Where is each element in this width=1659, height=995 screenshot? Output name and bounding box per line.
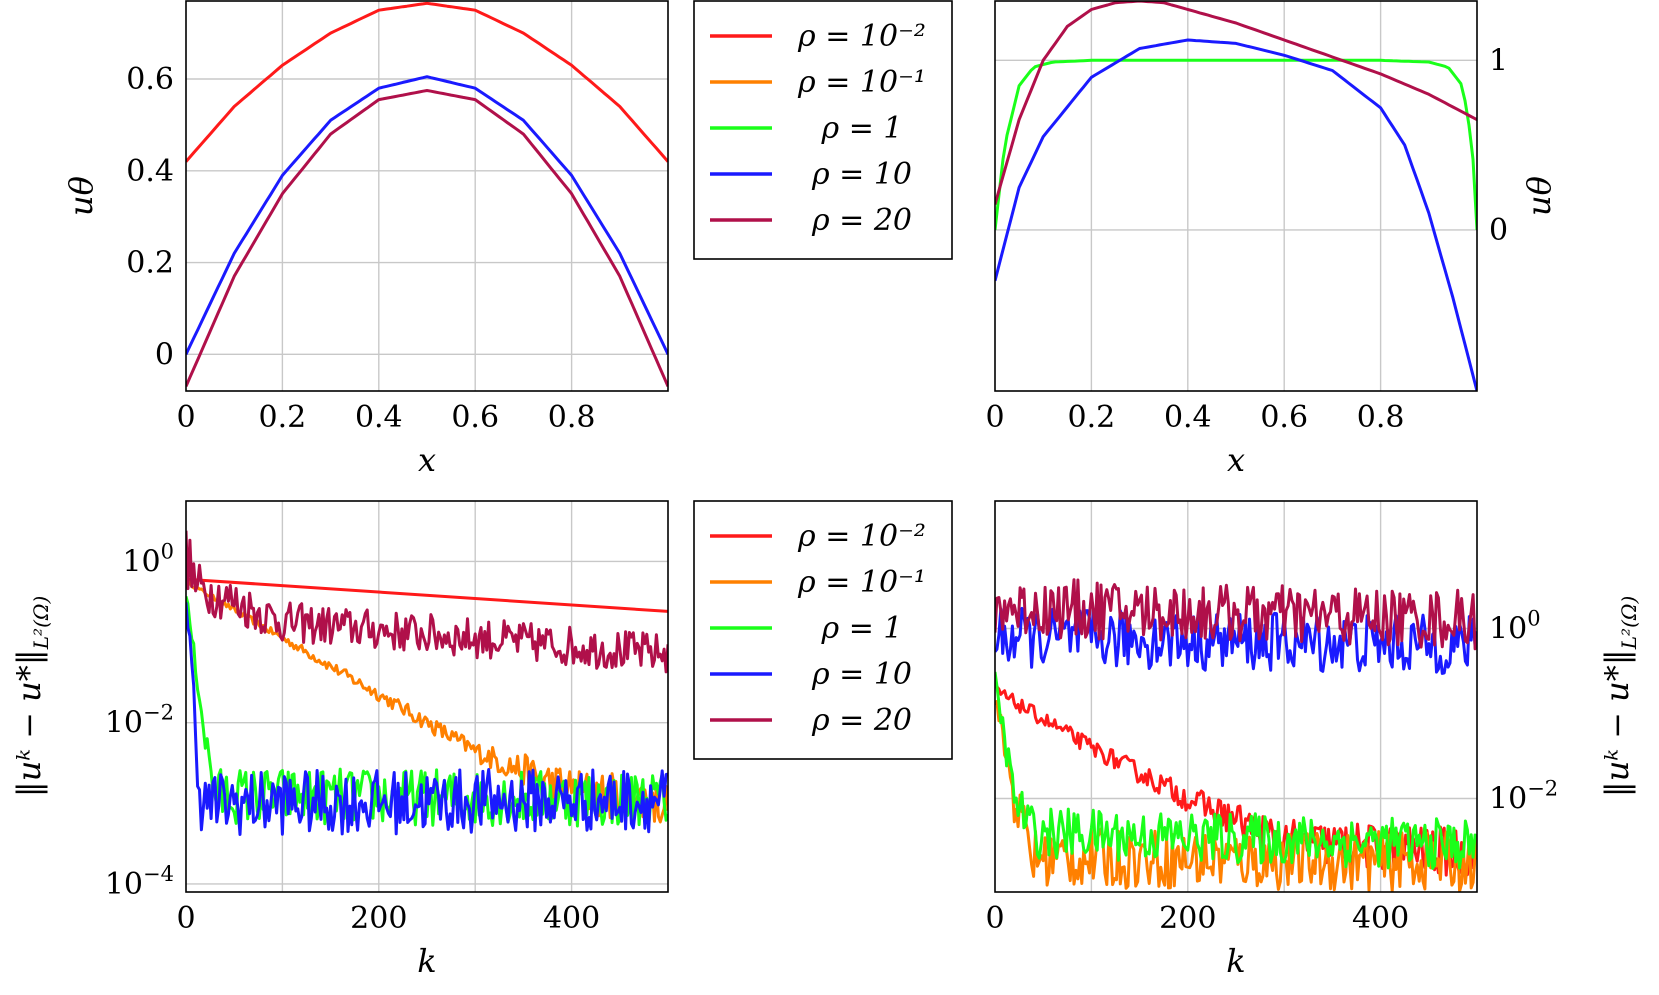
y-tick-label: 0	[1489, 213, 1508, 248]
y-tick-label: 0.2	[126, 246, 174, 281]
legend-label-r10: ρ = 10	[811, 157, 912, 192]
x-tick-label: 0	[176, 901, 195, 936]
series-line-r20	[995, 1, 1477, 205]
x-tick-label: 0.6	[451, 400, 499, 435]
panel-bottom-right: 0 200 400 k 100 10−2 ‖uᵏ − u*‖L²(Ω)	[985, 500, 1641, 980]
y-axis-label: ‖uᵏ − u*‖L²(Ω)	[1598, 596, 1641, 798]
y-tick-label: 10−2	[1489, 777, 1558, 817]
x-axis-label: x	[1227, 441, 1245, 479]
series-line-r20	[995, 578, 1477, 651]
x-tick-label: 0.8	[548, 400, 596, 435]
series-line-r10	[186, 602, 668, 836]
x-tick-label: 0.4	[1164, 400, 1212, 435]
x-tick-label: 0.2	[1068, 400, 1116, 435]
legend-box	[693, 0, 953, 260]
y-tick-label: 10−4	[105, 862, 174, 902]
x-tick-label: 0	[985, 400, 1004, 435]
x-tick-label: 400	[543, 901, 600, 936]
legend-label-r20: ρ = 20	[811, 703, 912, 738]
y-axis-label: uθ	[1520, 176, 1558, 216]
legend-label-r10: ρ = 10	[811, 657, 912, 692]
x-tick-label: 0	[176, 400, 195, 435]
series-line-r001	[186, 1, 668, 163]
panel-bottom-left: 0 200 400 k 100 10−2 10−4 ‖uᵏ − u*‖L²(Ω)	[10, 500, 669, 980]
legend-box	[693, 500, 953, 760]
series-line-r1	[995, 671, 1477, 870]
panel-top-left: 0 0.2 0.4 0.6 0.8 x 0 0.2 0.4 0.6 uθ	[62, 0, 669, 479]
legend-label-r01: ρ = 10⁻¹	[797, 565, 926, 600]
y-tick-label: 100	[1489, 607, 1541, 647]
y-tick-label: 0.6	[126, 62, 174, 97]
series-line-r001	[186, 577, 668, 613]
panel-top-right: 0 0.2 0.4 0.6 0.8 x 0 1 uθ	[985, 0, 1558, 479]
x-axis-label: k	[1226, 942, 1245, 980]
axes-frame	[994, 500, 1478, 893]
axes-frame	[994, 0, 1478, 392]
series-line-r10	[186, 75, 668, 355]
x-tick-label: 0.2	[259, 400, 307, 435]
legend-label-r1: ρ = 1	[821, 611, 903, 646]
series-line-r20	[186, 530, 668, 674]
y-tick-label: 100	[122, 539, 174, 579]
x-tick-label: 0.8	[1357, 400, 1405, 435]
y-tick-label: 1	[1489, 43, 1508, 78]
x-tick-label: 400	[1352, 901, 1409, 936]
axes-frame	[185, 500, 669, 893]
y-tick-label: 0	[155, 337, 174, 372]
y-axis-label: uθ	[62, 176, 100, 216]
legends: ρ = 10⁻²ρ = 10⁻¹ρ = 1ρ = 10ρ = 20ρ = 10⁻…	[693, 0, 953, 760]
y-axis-label: ‖uᵏ − u*‖L²(Ω)	[10, 596, 53, 798]
legend-label-r001: ρ = 10⁻²	[797, 19, 926, 54]
legend-top: ρ = 10⁻² ρ = 10⁻¹ ρ = 1 ρ = 10 ρ = 20	[693, 0, 953, 260]
series-line-r20	[186, 89, 668, 387]
x-axis-label: k	[417, 942, 436, 980]
x-tick-label: 0.6	[1260, 400, 1308, 435]
legend-label-r001: ρ = 10⁻²	[797, 519, 926, 554]
series-line-r1	[186, 596, 668, 829]
x-tick-label: 0	[985, 901, 1004, 936]
legend-bottom: ρ = 10⁻² ρ = 10⁻¹ ρ = 1 ρ = 10 ρ = 20	[693, 500, 953, 760]
y-tick-label: 0.4	[126, 154, 174, 189]
series-line-r10	[995, 38, 1477, 391]
series-line-r1	[995, 58, 1477, 231]
legend-label-r20: ρ = 20	[811, 203, 912, 238]
x-tick-label: 200	[1159, 901, 1216, 936]
legend-label-r1: ρ = 1	[821, 111, 903, 146]
panels: 0 0.2 0.4 0.6 0.8 x 0 0.2 0.4 0.6 uθ 0 0.2 0.4 0.6 0.8 x…	[10, 0, 1641, 980]
y-tick-label: 10−2	[105, 701, 174, 741]
axes-frame	[185, 0, 669, 392]
legend-label-r01: ρ = 10⁻¹	[797, 65, 926, 100]
x-tick-label: 200	[350, 901, 407, 936]
x-tick-label: 0.4	[355, 400, 403, 435]
x-axis-label: x	[418, 441, 436, 479]
